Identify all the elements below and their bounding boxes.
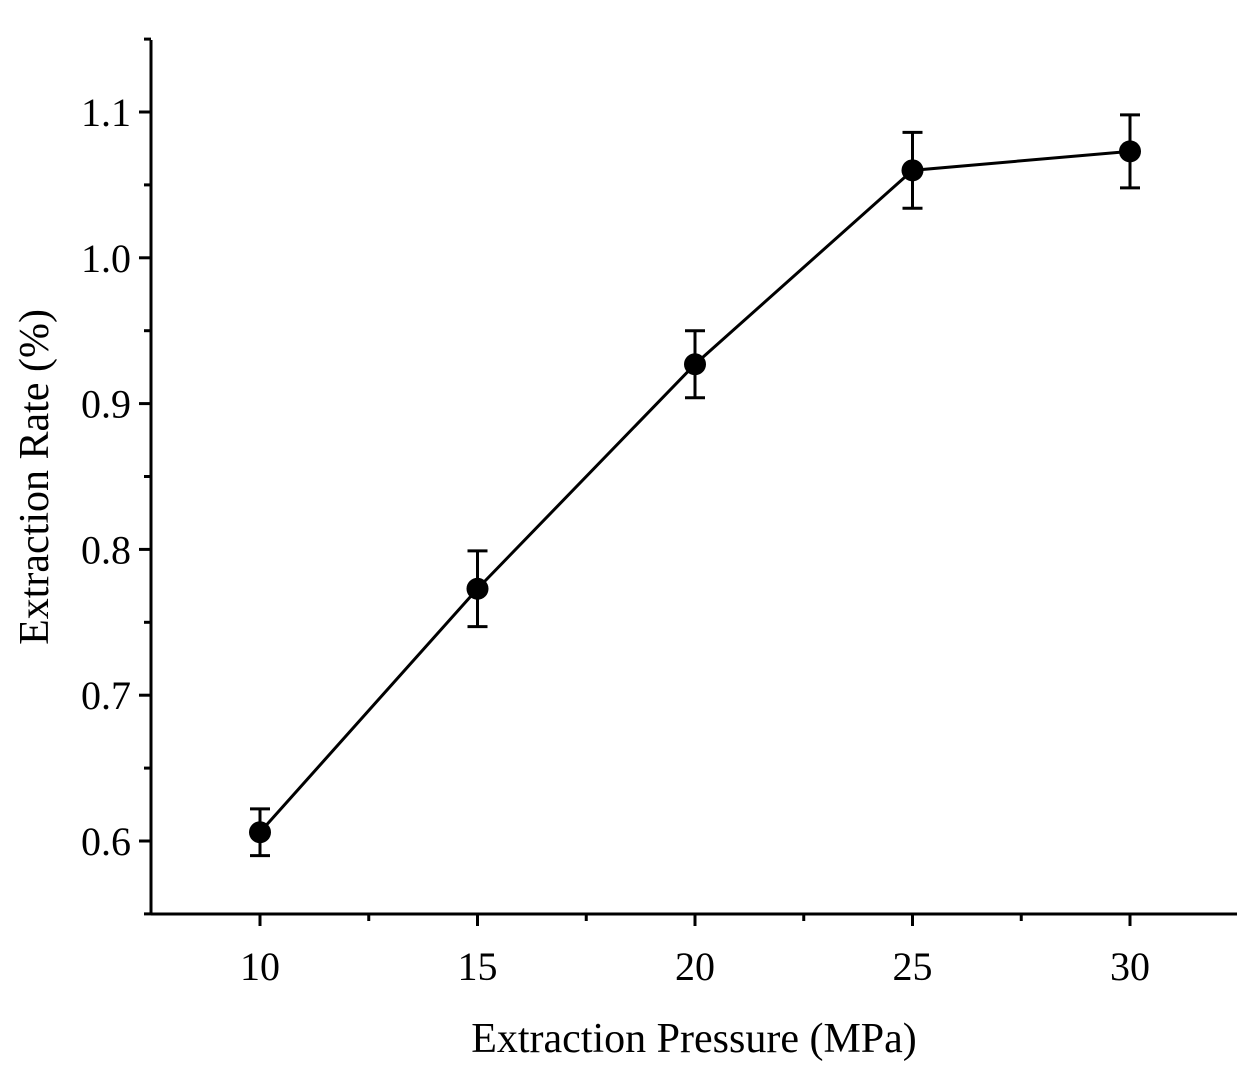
x-tick-label: 10 [240,944,280,989]
tick-labels: 0.6 0.7 0.8 0.9 1.0 1.1 10 15 20 25 30 [81,90,1150,989]
axes [149,40,1237,916]
y-tick-label: 1.1 [81,90,131,135]
y-tick-label: 0.8 [81,527,131,572]
data-point [249,821,271,844]
series-line [258,149,1131,834]
plot-area [249,113,1141,858]
x-axis-title: Extraction Pressure (MPa) [471,1016,917,1062]
y-tick-label: 0.9 [81,382,131,427]
data-point [901,159,924,182]
y-tick-label: 0.6 [81,819,131,864]
x-tick-label: 25 [893,944,933,989]
x-tick-label: 20 [675,944,715,989]
y-axis-title: Extraction Rate (%) [12,309,58,645]
data-point [466,577,489,600]
data-point [684,353,706,376]
ticks [139,37,1132,926]
x-tick-label: 15 [458,944,498,989]
y-tick-label: 0.7 [81,673,131,718]
x-tick-label: 30 [1110,944,1150,989]
data-point [1119,140,1141,163]
y-tick-label: 1.0 [81,236,131,281]
